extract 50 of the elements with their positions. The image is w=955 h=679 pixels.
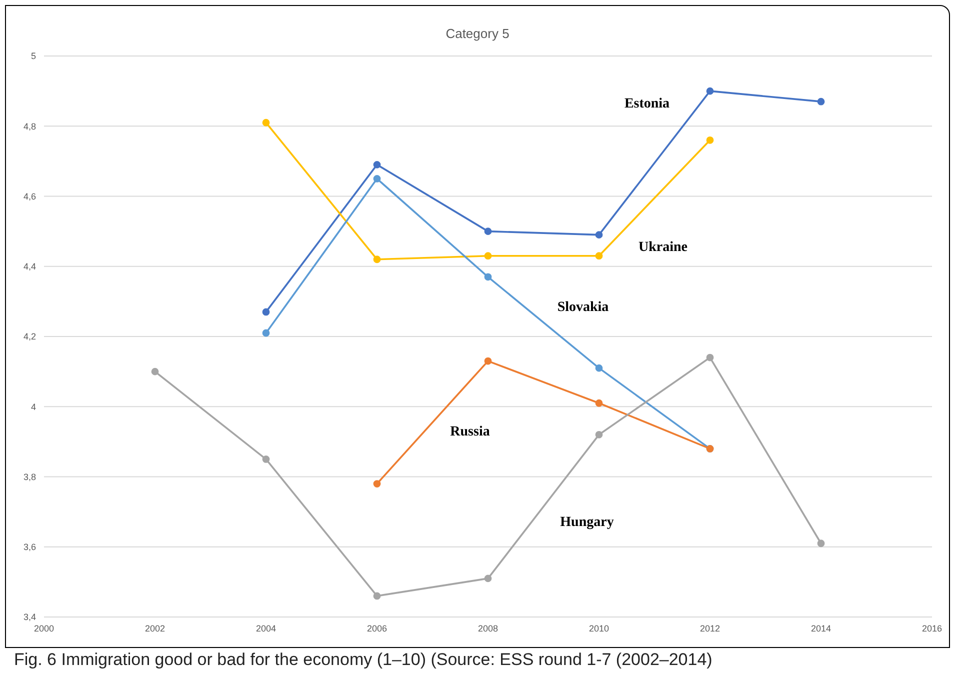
- point: [373, 175, 381, 182]
- series-label: Ukraine: [638, 240, 688, 256]
- point: [373, 480, 381, 488]
- y-tick-label: 4: [30, 402, 36, 412]
- x-tick-label: 2002: [144, 623, 166, 634]
- series-label: Hungary: [560, 514, 614, 530]
- series-label: Estonia: [624, 96, 670, 112]
- point: [373, 592, 381, 600]
- x-tick-label: 2010: [588, 623, 610, 634]
- point: [706, 87, 714, 95]
- point: [373, 256, 381, 264]
- y-tick-label: 3,4: [23, 612, 36, 622]
- point: [595, 430, 603, 438]
- point: [706, 136, 714, 144]
- x-tick-label: 2006: [366, 623, 388, 634]
- x-tick-label: 2012: [700, 623, 720, 634]
- point: [151, 368, 159, 376]
- x-tick-label: 2004: [256, 623, 276, 634]
- y-tick-label: 5: [30, 51, 36, 62]
- x-tick-label: 2014: [810, 623, 832, 634]
- point: [706, 354, 714, 362]
- chart-title: Category 5: [444, 26, 510, 41]
- x-tick-label: 2008: [478, 623, 498, 634]
- point: [484, 252, 492, 260]
- point: [262, 308, 270, 316]
- point: [595, 364, 603, 372]
- series-label: Russia: [450, 424, 490, 440]
- y-tick-label: 4,6: [23, 191, 36, 202]
- point: [262, 456, 270, 463]
- x-tick-label: 2000: [34, 623, 54, 634]
- y-tick-label: 3,8: [23, 472, 36, 482]
- series-label: Slovakia: [557, 300, 609, 316]
- point: [262, 329, 270, 337]
- point: [595, 231, 603, 239]
- point: [373, 160, 381, 168]
- y-tick-label: 4,4: [23, 262, 36, 272]
- point: [484, 228, 492, 236]
- point: [817, 98, 825, 106]
- point: [817, 540, 825, 548]
- caption: Fig. 6 Immigration good or bad for the economy (1–10) (Source: ESS round 1-7 (2002–2014): [14, 650, 712, 670]
- point: [595, 399, 603, 407]
- point: [262, 118, 270, 126]
- y-tick-label: 3,6: [23, 542, 36, 552]
- y-tick-label: 4,8: [23, 121, 36, 132]
- point: [484, 357, 492, 365]
- x-tick-label: 2016: [922, 623, 942, 634]
- point: [484, 574, 492, 582]
- y-tick-label: 4,2: [23, 332, 36, 342]
- point: [484, 273, 492, 281]
- point: [595, 252, 603, 260]
